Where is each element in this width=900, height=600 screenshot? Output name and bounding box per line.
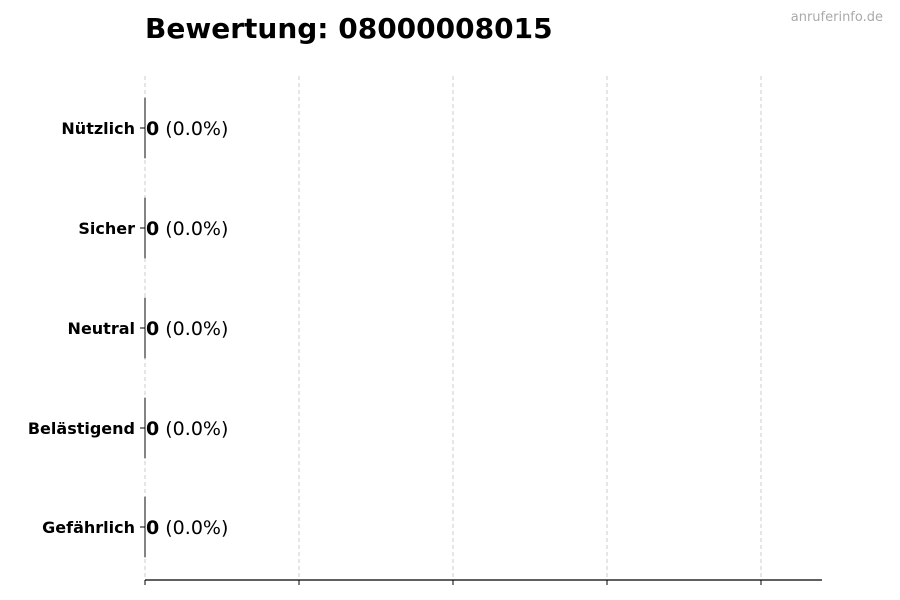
category-label: Gefährlich xyxy=(42,518,135,537)
data-label-percent: (0.0%) xyxy=(159,318,228,340)
chart-title: Bewertung: 08000008015 xyxy=(145,12,553,45)
data-label-value: 0 xyxy=(146,418,159,440)
category-label: Sicher xyxy=(78,219,135,238)
watermark: anruferinfo.de xyxy=(790,10,883,25)
category-label: Belästigend xyxy=(28,419,135,438)
data-label: 0 (0.0%) xyxy=(146,517,228,539)
data-label-percent: (0.0%) xyxy=(159,118,228,140)
data-label-percent: (0.0%) xyxy=(159,418,228,440)
data-label-value: 0 xyxy=(146,118,159,140)
data-label-percent: (0.0%) xyxy=(159,218,228,240)
data-label: 0 (0.0%) xyxy=(146,218,228,240)
category-label: Neutral xyxy=(68,319,135,338)
data-label-value: 0 xyxy=(146,218,159,240)
data-label-value: 0 xyxy=(146,517,159,539)
data-label-value: 0 xyxy=(146,318,159,340)
data-label: 0 (0.0%) xyxy=(146,318,228,340)
category-label: Nützlich xyxy=(61,119,135,138)
data-label: 0 (0.0%) xyxy=(146,418,228,440)
data-label-percent: (0.0%) xyxy=(159,517,228,539)
data-label: 0 (0.0%) xyxy=(146,118,228,140)
